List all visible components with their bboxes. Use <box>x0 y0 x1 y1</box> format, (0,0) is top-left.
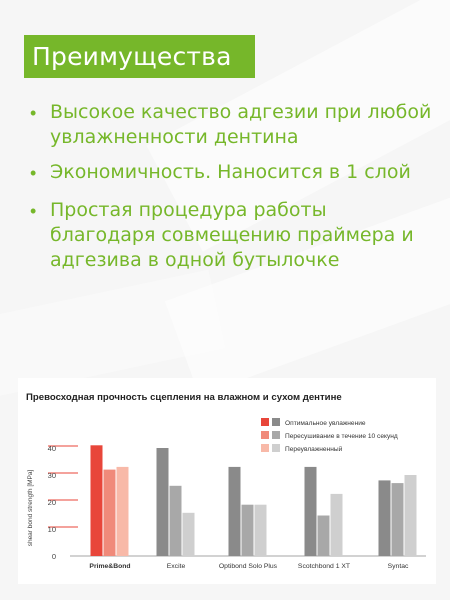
legend-swatch <box>261 431 269 439</box>
legend-label: Переувлажненный <box>285 445 343 453</box>
bar <box>391 483 404 556</box>
chart-title: Превосходная прочность сцепления на влаж… <box>26 392 342 403</box>
bar <box>182 512 195 556</box>
y-tick-label: 30 <box>48 471 56 480</box>
bar <box>90 445 103 556</box>
legend-swatch <box>272 431 280 439</box>
legend-swatch <box>272 418 280 426</box>
legend-swatch <box>261 418 269 426</box>
page-title: Преимущества <box>32 42 232 71</box>
title-banner: Преимущества <box>24 35 255 78</box>
bullet-icon: • <box>30 201 37 221</box>
bar <box>317 515 330 556</box>
list-item-text: Простая процедура работы благодаря совме… <box>50 199 414 271</box>
bar <box>156 448 169 556</box>
bond-strength-chart: Превосходная прочность сцепления на влаж… <box>18 378 436 584</box>
x-tick-label: Scotchbond 1 XT <box>298 563 350 570</box>
chart-svg: Превосходная прочность сцепления на влаж… <box>26 392 426 570</box>
x-tick-label: Prime&Bond <box>89 563 130 570</box>
bar <box>254 504 267 556</box>
bar <box>378 480 391 556</box>
legend-swatch <box>261 444 269 452</box>
bar <box>241 504 254 556</box>
y-tick-label: 0 <box>52 552 56 561</box>
y-tick-label: 20 <box>48 498 56 507</box>
x-tick-label: Optibond Solo Plus <box>219 563 278 570</box>
list-item-text: Экономичность. Наносится в 1 слой <box>50 161 411 183</box>
legend-label: Оптимальное увлажнение <box>285 420 366 427</box>
legend-swatch <box>272 444 280 452</box>
bar <box>304 466 317 556</box>
bar <box>404 475 417 556</box>
y-tick-label: 10 <box>48 525 56 534</box>
legend-label: Пересушивание в течение 10 секунд <box>285 433 398 440</box>
bullet-icon: • <box>30 103 37 123</box>
bar <box>228 466 241 556</box>
bar <box>169 485 182 556</box>
bar <box>116 466 129 556</box>
y-axis-label: shear bond strength [MPa] <box>27 470 34 547</box>
x-tick-label: Syntac <box>388 563 409 570</box>
bar <box>330 493 343 556</box>
y-tick-label: 40 <box>48 444 56 453</box>
x-tick-label: Excite <box>167 563 186 570</box>
bullet-icon: • <box>30 163 37 183</box>
bar <box>103 469 116 556</box>
list-item-text: Высокое качество адгезии при любой увлаж… <box>50 101 432 148</box>
